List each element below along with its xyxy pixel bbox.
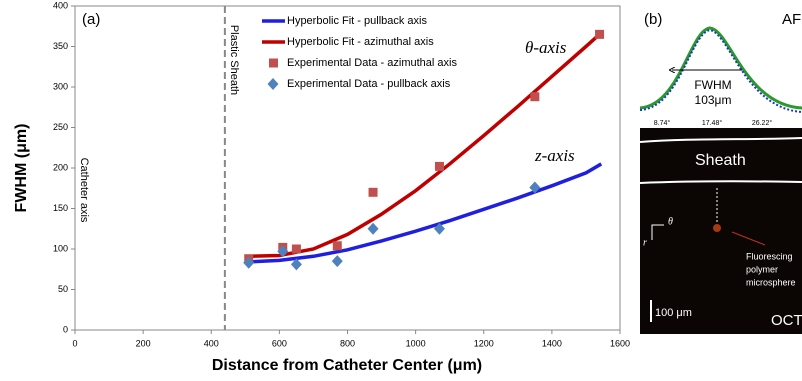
- angle-label: 8.74°: [654, 119, 671, 127]
- y-tick-label: 150: [53, 203, 68, 213]
- modality-label: AF: [782, 11, 801, 28]
- x-tick-label: 1600: [610, 338, 630, 348]
- y-tick-label: 350: [53, 41, 68, 51]
- target-label: polymer: [746, 264, 778, 274]
- data-point: [332, 255, 343, 267]
- panel-b: (b) AF FWHM 103μm 8.74° 17.48° 26.22° Sh…: [640, 6, 802, 334]
- z-axis-note: z-axis: [534, 146, 575, 165]
- y-tick-label: 250: [53, 122, 68, 132]
- legend-label: Hyperbolic Fit - pullback axis: [287, 15, 427, 27]
- y-tick-label: 0: [63, 324, 68, 334]
- y-tick-label: 200: [53, 162, 68, 172]
- x-tick-label: 1200: [474, 338, 494, 348]
- y-tick-label: 100: [53, 243, 68, 253]
- data-point: [292, 245, 301, 254]
- fwhm-title: FWHM: [694, 78, 731, 92]
- x-tick-label: 200: [136, 338, 151, 348]
- data-point: [369, 188, 378, 197]
- x-tick-label: 1400: [542, 338, 562, 348]
- target-label: Fluorescing: [746, 251, 793, 261]
- y-tick-label: 300: [53, 81, 68, 91]
- data-point: [333, 241, 342, 250]
- panel-b-label: (b): [644, 11, 662, 28]
- profile-inset: [640, 6, 802, 128]
- catheter-note: Catheter axis: [78, 158, 90, 223]
- r-label: r: [643, 237, 647, 248]
- microsphere: [713, 224, 721, 232]
- fwhm-value: 103μm: [695, 93, 732, 107]
- x-tick-label: 1000: [406, 338, 426, 348]
- theta-axis-note: θ-axis: [525, 38, 567, 57]
- panel-a-label: (a): [82, 11, 100, 28]
- angle-label: 26.22°: [752, 119, 773, 127]
- x-axis-label: Distance from Catheter Center (μm): [212, 357, 482, 374]
- x-tick-label: 800: [340, 338, 355, 348]
- data-point: [530, 92, 539, 101]
- scale-label: 100 μm: [655, 307, 692, 319]
- data-point: [368, 223, 379, 235]
- y-tick-label: 400: [53, 0, 68, 10]
- data-point: [595, 30, 604, 39]
- y-axis-label: FWHM (μm): [13, 124, 30, 213]
- legend-swatch: [269, 59, 278, 68]
- legend-swatch: [268, 78, 279, 90]
- x-tick-label: 600: [272, 338, 287, 348]
- data-point: [435, 162, 444, 171]
- fit-line: [249, 164, 602, 262]
- legend-label: Experimental Data - azimuthal axis: [287, 57, 457, 69]
- angle-label: 17.48°: [702, 119, 723, 127]
- theta-label: θ: [668, 216, 673, 227]
- y-tick-label: 50: [58, 284, 68, 294]
- figure: Distance from Catheter Center (μm) FWHM …: [0, 0, 802, 381]
- sheath-label: Sheath: [695, 152, 746, 169]
- legend-label: Hyperbolic Fit - azimuthal axis: [287, 36, 434, 48]
- legend-label: Experimental Data - pullback axis: [287, 78, 451, 90]
- target-label: microsphere: [746, 277, 796, 287]
- sheath-note: Plastic Sheath: [228, 25, 240, 95]
- oct-label: OCT: [771, 312, 802, 329]
- x-tick-label: 400: [204, 338, 219, 348]
- x-tick-label: 0: [72, 338, 77, 348]
